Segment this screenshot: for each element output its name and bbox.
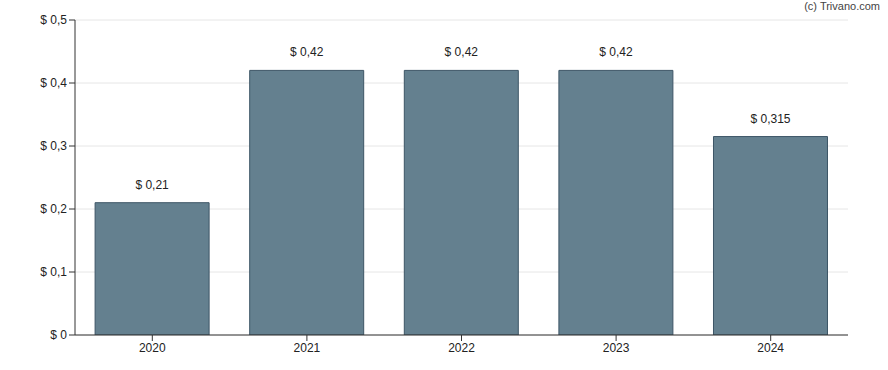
svg-text:$ 0,4: $ 0,4 — [40, 76, 67, 90]
svg-text:$ 0,2: $ 0,2 — [40, 202, 67, 216]
svg-text:2021: 2021 — [294, 341, 321, 355]
svg-text:$ 0,3: $ 0,3 — [40, 139, 67, 153]
svg-text:$ 0: $ 0 — [50, 328, 67, 342]
svg-text:2024: 2024 — [757, 341, 784, 355]
svg-text:$ 0,21: $ 0,21 — [135, 178, 169, 192]
svg-text:$ 0,42: $ 0,42 — [599, 45, 633, 59]
svg-text:2022: 2022 — [448, 341, 475, 355]
svg-text:$ 0,42: $ 0,42 — [445, 45, 479, 59]
svg-text:$ 0,1: $ 0,1 — [40, 265, 67, 279]
svg-text:$ 0,315: $ 0,315 — [750, 112, 790, 126]
svg-text:2020: 2020 — [139, 341, 166, 355]
svg-text:2023: 2023 — [603, 341, 630, 355]
html-text:(c) Trivano.com: (c) Trivano.com — [804, 0, 880, 12]
svg-text:$ 0,5: $ 0,5 — [40, 13, 67, 27]
svg-text:$ 0,42: $ 0,42 — [290, 45, 324, 59]
